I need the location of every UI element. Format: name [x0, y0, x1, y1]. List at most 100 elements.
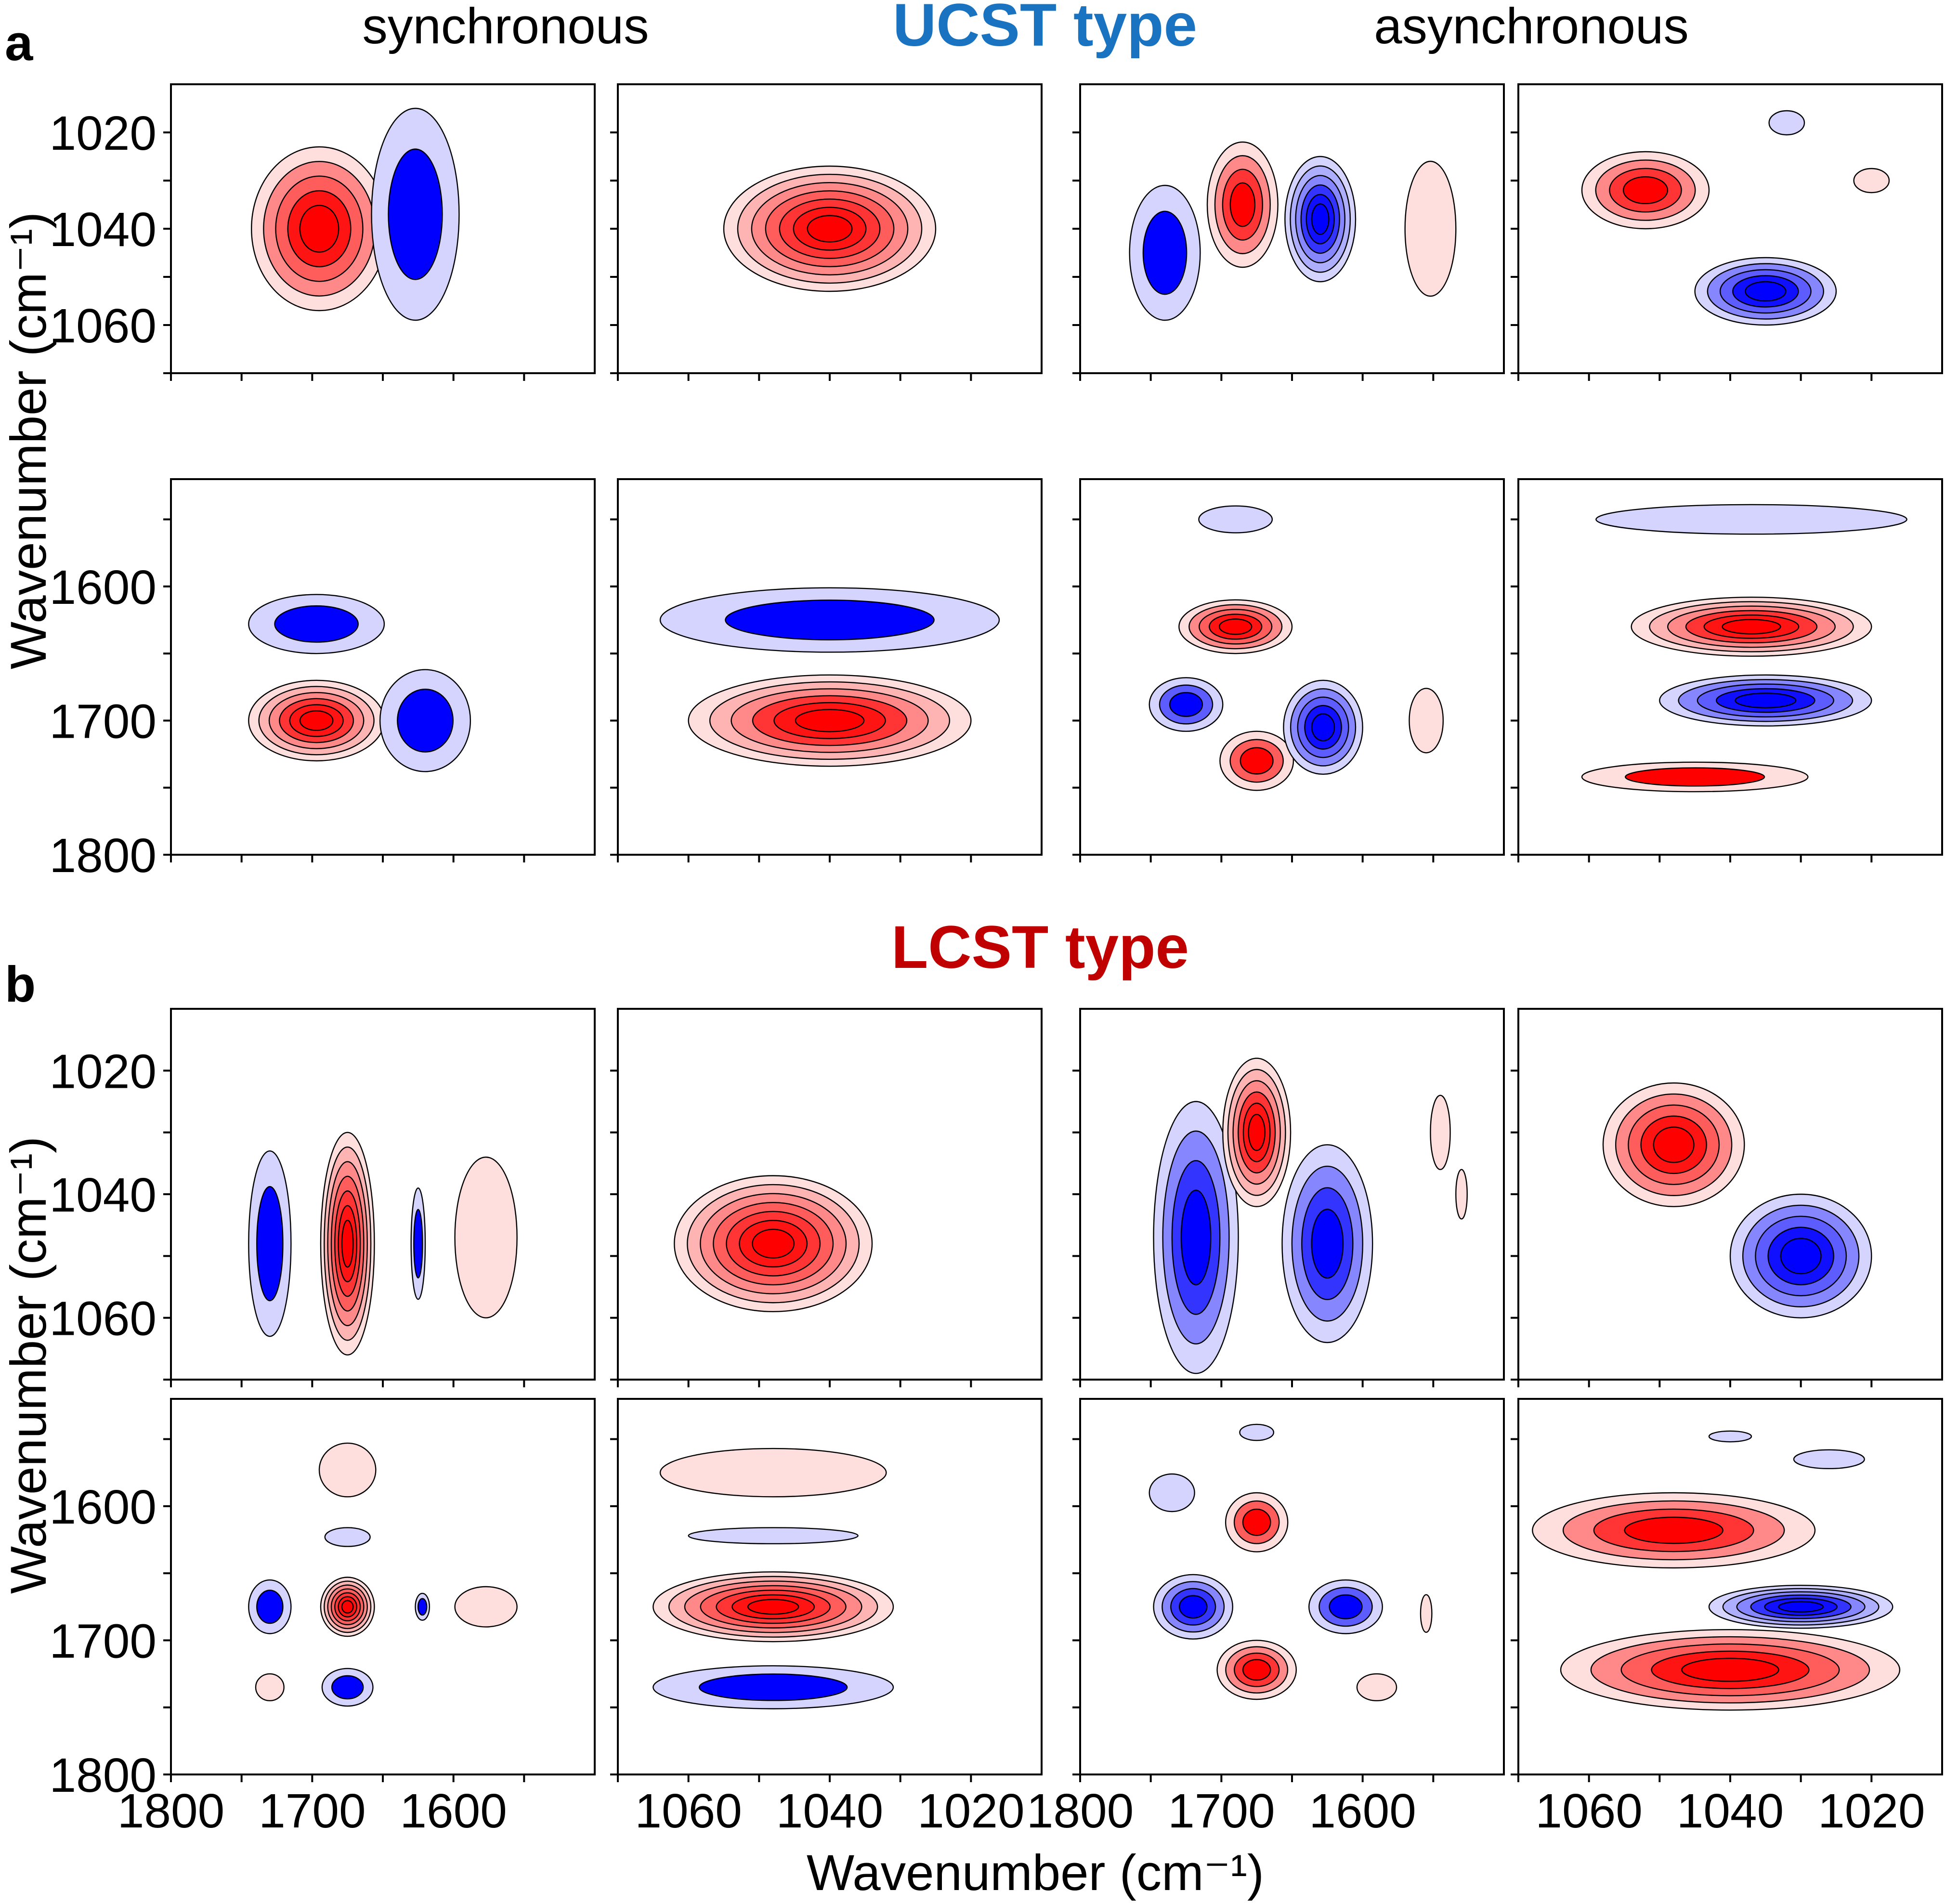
positive-lobe — [454, 1156, 518, 1318]
x-tick-label: 1700 — [259, 1784, 366, 1838]
contour-level — [397, 689, 454, 753]
ucst-title: UCST type — [893, 0, 1197, 59]
negative-lobe — [324, 1527, 371, 1547]
panel-b-label: b — [5, 956, 36, 1013]
x-tick-label: 1700 — [1168, 1784, 1275, 1838]
contour-level — [256, 1590, 284, 1624]
y-tick-label: 1800 — [50, 1748, 157, 1802]
contour-level — [1242, 1508, 1271, 1536]
positive-lobe — [723, 165, 937, 292]
contour-lobes — [248, 594, 471, 772]
contour-level — [795, 709, 865, 732]
negative-lobe — [1793, 1449, 1865, 1470]
positive-lobe — [1602, 1082, 1745, 1207]
contour-level — [274, 605, 359, 643]
positive-lobe — [255, 1673, 285, 1701]
positive-lobe — [1219, 730, 1294, 791]
contour-lobes — [1581, 110, 1890, 326]
x-tick-label: 1020 — [917, 1784, 1024, 1838]
x-tick-label: 1600 — [1309, 1784, 1416, 1838]
contour-lobes — [723, 165, 937, 292]
positive-lobe — [1178, 599, 1293, 654]
contour-level — [1768, 110, 1805, 136]
negative-lobe — [1708, 1430, 1752, 1443]
negative-lobe — [415, 1592, 431, 1621]
negative-lobe — [1149, 677, 1224, 732]
y-axis-label-b: Wavenumber (cm⁻¹) — [0, 1136, 57, 1594]
positive-lobe — [1631, 596, 1872, 657]
negative-lobe — [1284, 156, 1357, 283]
y-axis-label-a: Wavenumber (cm⁻¹) — [0, 212, 57, 669]
contour-level — [1329, 1594, 1363, 1619]
negative-lobe — [1308, 1579, 1383, 1634]
contour-level — [699, 1673, 848, 1701]
contour-level — [1708, 1430, 1752, 1443]
contour-level — [1149, 1473, 1195, 1513]
contour-panel-b-sync-1: 1020 1040 1060 — [50, 1008, 596, 1387]
negative-lobe — [410, 1187, 426, 1300]
contour-lobes — [653, 1448, 894, 1709]
positive-lobe — [1560, 1629, 1901, 1711]
positive-lobe — [454, 1586, 518, 1628]
positive-lobe — [1356, 1673, 1397, 1701]
asynchronous-label: asynchronous — [1374, 0, 1689, 54]
y-tick-label: 1040 — [50, 203, 157, 257]
contour-level — [1595, 504, 1907, 535]
x-tick-label: 1060 — [1535, 1784, 1642, 1838]
positive-lobe — [688, 674, 972, 767]
y-tick-label: 1020 — [50, 106, 157, 160]
positive-lobe — [1853, 168, 1890, 194]
negative-lobe — [1694, 257, 1837, 326]
y-tick-label: 1700 — [50, 694, 157, 748]
contour-level — [1404, 160, 1457, 297]
contour-lobes — [1149, 1423, 1433, 1701]
contour-panels: 1020 1040 1060 1600 1700 1800 1020 1040 1060 1600… — [50, 83, 1943, 1802]
contour-level — [417, 1598, 428, 1616]
positive-lobe — [251, 146, 388, 312]
positive-lobe — [659, 1448, 887, 1498]
contour-level — [1248, 1114, 1266, 1151]
contour-level — [256, 1186, 284, 1302]
x-tick-label: 1800 — [117, 1784, 224, 1838]
negative-lobe — [1153, 1101, 1239, 1374]
positive-lobe — [1420, 1594, 1433, 1633]
contour-panel-a-sync-3: 1600 1700 1800 — [50, 478, 596, 883]
positive-lobe — [1455, 1169, 1468, 1220]
x-tick-label: 1060 — [635, 1784, 742, 1838]
contour-level — [1653, 1126, 1695, 1163]
negative-lobe — [659, 587, 1000, 653]
x-tick-label: 1040 — [776, 1784, 883, 1838]
positive-lobe — [1581, 761, 1809, 793]
contour-level — [331, 1675, 364, 1700]
contour-panel-b-async-3 — [1072, 1398, 1505, 1782]
contour-panel-b-async-2 — [1511, 1008, 1943, 1387]
positive-lobe — [318, 1442, 377, 1498]
contour-level — [1745, 281, 1787, 302]
contour-level — [324, 1527, 371, 1547]
contour-level — [341, 1600, 354, 1614]
synchronous-label: synchronous — [362, 0, 649, 54]
contour-level — [454, 1156, 518, 1318]
contour-level — [1198, 505, 1273, 534]
y-tick-label: 1060 — [50, 1292, 157, 1346]
contour-level — [388, 148, 443, 280]
positive-lobe — [1222, 1057, 1292, 1207]
contour-lobes — [1129, 141, 1457, 321]
contour-lobes — [1581, 504, 1907, 793]
contour-level — [1853, 168, 1890, 194]
positive-lobe — [1430, 1095, 1451, 1170]
contour-level — [725, 600, 935, 640]
positive-lobe — [1581, 151, 1710, 230]
contour-panel-b-sync-4 — [610, 1398, 1043, 1782]
contour-panel-b-sync-2 — [610, 1008, 1043, 1387]
negative-lobe — [248, 1579, 292, 1634]
contour-level — [1178, 1595, 1208, 1619]
contour-level — [1180, 1189, 1212, 1286]
contour-level — [807, 215, 853, 243]
positive-lobe — [320, 1577, 375, 1637]
contour-panel-a-sync-4 — [610, 478, 1043, 862]
positive-lobe — [1532, 1492, 1816, 1569]
contour-level — [341, 1219, 354, 1268]
contour-level — [659, 1448, 887, 1498]
